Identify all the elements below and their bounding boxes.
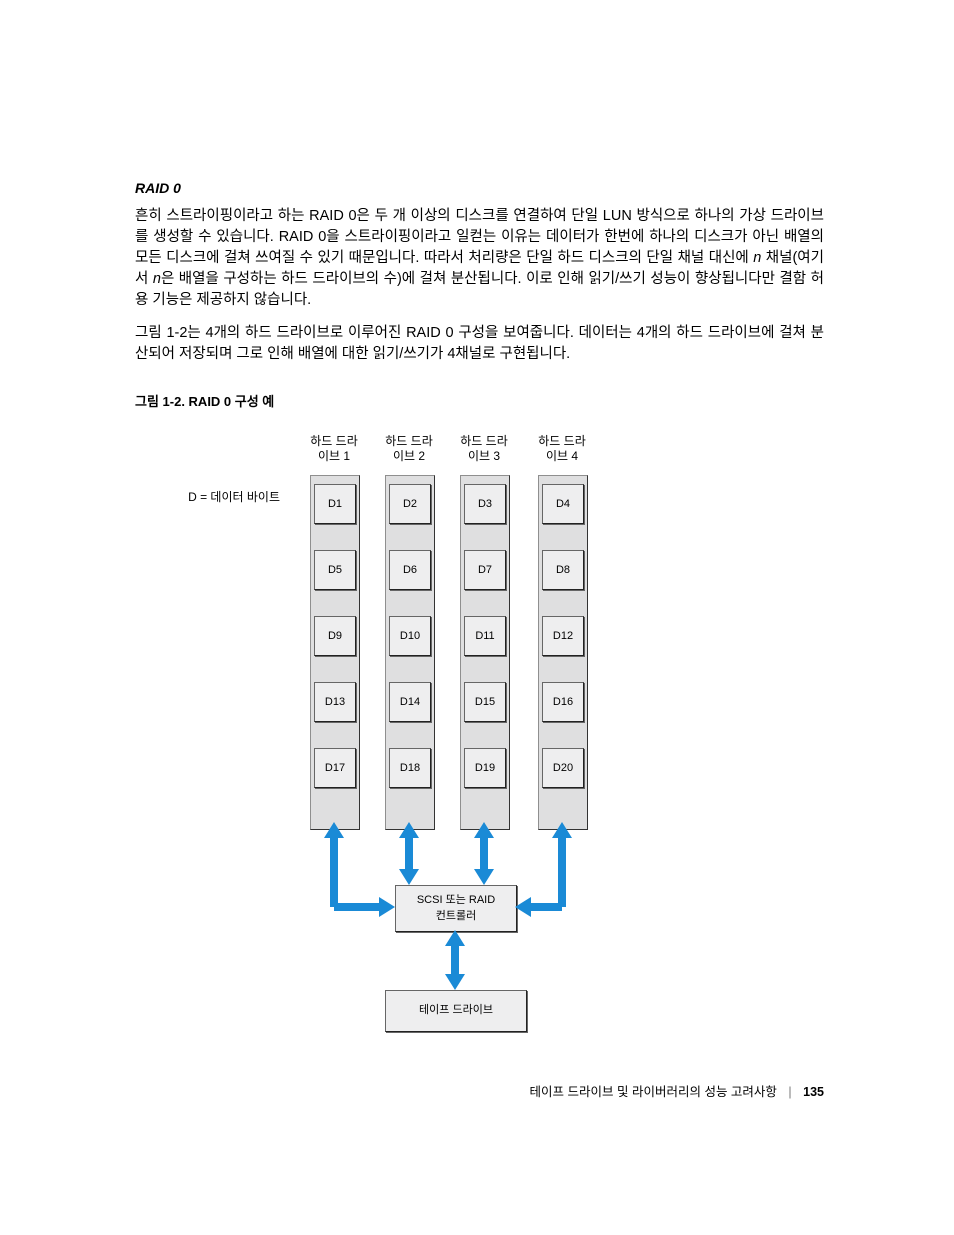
page: RAID 0 흔히 스트라이핑이라고 하는 RAID 0은 두 개 이상의 디스… [0,0,954,1235]
paragraph-1: 흔히 스트라이핑이라고 하는 RAID 0은 두 개 이상의 디스크를 연결하여… [135,206,824,311]
p1-n2: n [153,271,161,287]
heading-raid0: RAID 0 [135,180,824,196]
page-footer: 테이프 드라이브 및 라이버러리의 성능 고려사항 | 135 [530,1081,824,1100]
paragraph-2: 그림 1-2는 4개의 하드 드라이브로 이루어진 RAID 0 구성을 보여줍… [135,323,824,365]
page-number: 135 [803,1085,824,1099]
p1-c: 은 배열을 구성하는 하드 드라이브의 수)에 걸쳐 분산됩니다. 이로 인해 … [135,271,824,308]
figure-title: 그림 1-2. RAID 0 구성 예 [135,391,824,410]
arrows-svg [160,430,720,1050]
p1-a: 흔히 스트라이핑이라고 하는 RAID 0은 두 개 이상의 디스크를 연결하여… [135,208,824,266]
footer-sep: | [788,1085,791,1099]
raid0-diagram: D = 데이터 바이트 하드 드라 이브 1 하드 드라 이브 2 하드 드라 … [160,430,720,1010]
footer-text: 테이프 드라이브 및 라이버러리의 성능 고려사항 [530,1085,777,1099]
